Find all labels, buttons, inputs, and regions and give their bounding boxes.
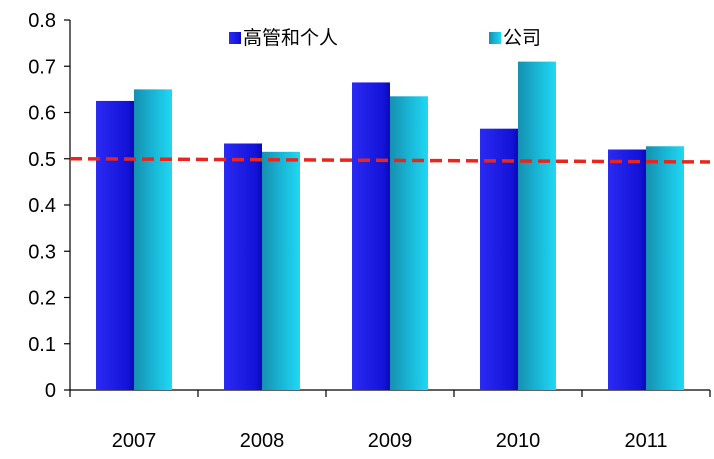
reference-line-group (69, 157, 711, 164)
legend-label-1: 高管和个人 (243, 27, 338, 49)
y-tick-label: 0.2 (28, 288, 56, 310)
bar-series1-2010 (480, 128, 518, 390)
x-tick-label: 2011 (624, 430, 667, 452)
x-tick-label: 2008 (240, 430, 285, 452)
y-tick-label: 0.1 (28, 334, 56, 356)
y-tick-label: 0.3 (28, 241, 56, 263)
bar-series2-2009 (390, 96, 428, 390)
y-tick-label: 0 (45, 380, 56, 402)
x-tick-label: 2010 (496, 430, 541, 452)
reference-line (69, 157, 711, 164)
y-axis: 0 0.1 0.2 0.3 0.4 0.5 0.6 0.7 0.8 (28, 10, 71, 402)
bar-series2-2010 (518, 61, 556, 390)
x-axis: 2007 2008 2009 2010 2011 (69, 389, 711, 452)
bar-series2-2008 (262, 151, 300, 390)
legend-swatch-1 (229, 32, 241, 44)
bar-series2-2011 (646, 146, 684, 390)
bar-series1-2008 (224, 143, 262, 390)
x-tick-label: 2007 (112, 430, 157, 452)
bar-series1-2011 (608, 149, 646, 390)
y-tick-label: 0.6 (28, 103, 56, 125)
legend-label-2: 公司 (503, 27, 541, 49)
bars (96, 61, 684, 390)
y-tick-label: 0.8 (28, 10, 56, 32)
bar-series1-2007 (96, 100, 134, 390)
legend: 高管和个人 公司 (229, 27, 541, 49)
y-tick-label: 0.5 (28, 149, 56, 171)
bar-series2-2007 (134, 89, 172, 390)
y-tick-label: 0.7 (28, 56, 56, 78)
x-tick-label: 2009 (368, 430, 413, 452)
bar-series1-2009 (352, 82, 390, 390)
legend-swatch-2 (489, 32, 501, 44)
y-tick-label: 0.4 (28, 195, 56, 217)
